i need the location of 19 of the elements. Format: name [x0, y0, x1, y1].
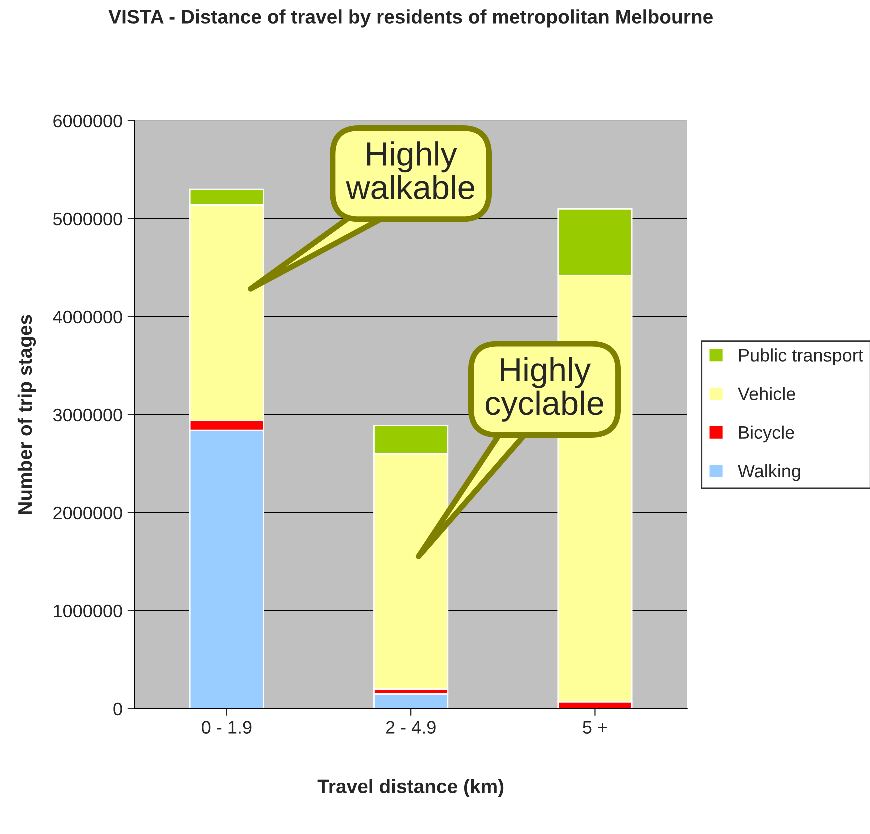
y-axis-title: Number of trip stages	[18, 315, 36, 514]
annotation: Highly cyclable	[486, 357, 604, 422]
y-tick-label: 6000000	[54, 114, 122, 128]
chart-title: VISTA - Distance of travel by residents of metropolitan Melbourne	[108, 10, 713, 28]
legend-label: Public transport	[739, 348, 864, 366]
x-tick-label: 2 - 4.9	[386, 721, 436, 734]
legend-label: Bicycle	[739, 426, 794, 443]
legend-label: Walking	[738, 464, 800, 482]
y-tick-label: 2000000	[54, 506, 122, 520]
y-tick-label: 4000000	[53, 310, 122, 324]
y-tick-label: 5000000	[53, 212, 122, 226]
y-tick-label: 3000000	[53, 408, 122, 422]
y-tick-label: 1000000	[54, 604, 122, 618]
x-axis-title: Travel distance (km)	[318, 779, 504, 798]
x-tick-label: 0 - 1.9	[202, 721, 252, 734]
y-tick-label: 0	[114, 702, 122, 716]
annotation: Highly walkable	[346, 142, 474, 200]
x-tick-label: 5 +	[583, 721, 608, 734]
legend-label: Vehicle	[738, 387, 796, 401]
